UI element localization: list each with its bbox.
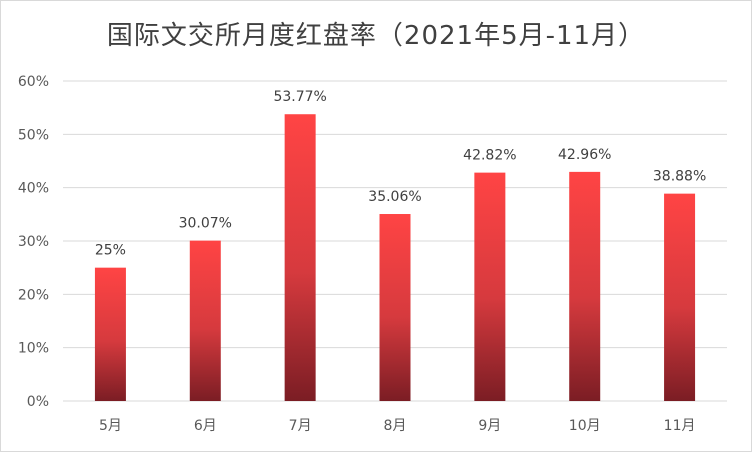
x-tick-label: 9月	[478, 418, 501, 434]
y-tick-label: 0%	[27, 394, 49, 410]
x-tick-label: 11月	[664, 418, 696, 434]
x-axis-ticks: 5月 6月 7月 8月 9月 10月 11月	[99, 418, 696, 434]
data-labels: 25% 30.07% 53.77% 35.06% 42.82% 42.96% 38.88%	[95, 89, 706, 258]
y-tick-label: 40%	[18, 181, 49, 197]
x-tick-label: 8月	[384, 418, 407, 434]
y-tick-label: 60%	[18, 74, 49, 90]
data-label: 38.88%	[653, 169, 706, 185]
bar-7月	[284, 114, 316, 401]
chart-title: 国际文交所月度红盘率（2021年5月-11月）	[106, 21, 646, 51]
bar-6月	[189, 240, 221, 401]
y-tick-label: 10%	[18, 341, 49, 357]
y-tick-label: 20%	[18, 287, 49, 303]
data-label: 30.07%	[179, 216, 232, 232]
y-tick-label: 50%	[18, 127, 49, 143]
bar-10月	[569, 171, 601, 401]
data-label: 42.96%	[558, 147, 611, 163]
y-tick-label: 30%	[18, 234, 49, 250]
bars	[94, 114, 696, 401]
x-tick-label: 5月	[99, 418, 122, 434]
x-tick-label: 10月	[569, 418, 601, 434]
bar-5月	[94, 267, 126, 401]
x-tick-label: 6月	[194, 418, 217, 434]
data-label: 35.06%	[368, 189, 421, 205]
x-tick-label: 7月	[289, 418, 312, 434]
bar-11月	[664, 193, 696, 401]
bar-9月	[474, 172, 506, 401]
bar-8月	[379, 214, 411, 401]
data-label: 53.77%	[273, 89, 326, 105]
data-label: 25%	[95, 243, 126, 259]
data-label: 42.82%	[463, 148, 516, 164]
y-axis-ticks: 0% 10% 20% 30% 40% 50% 60%	[18, 74, 49, 410]
